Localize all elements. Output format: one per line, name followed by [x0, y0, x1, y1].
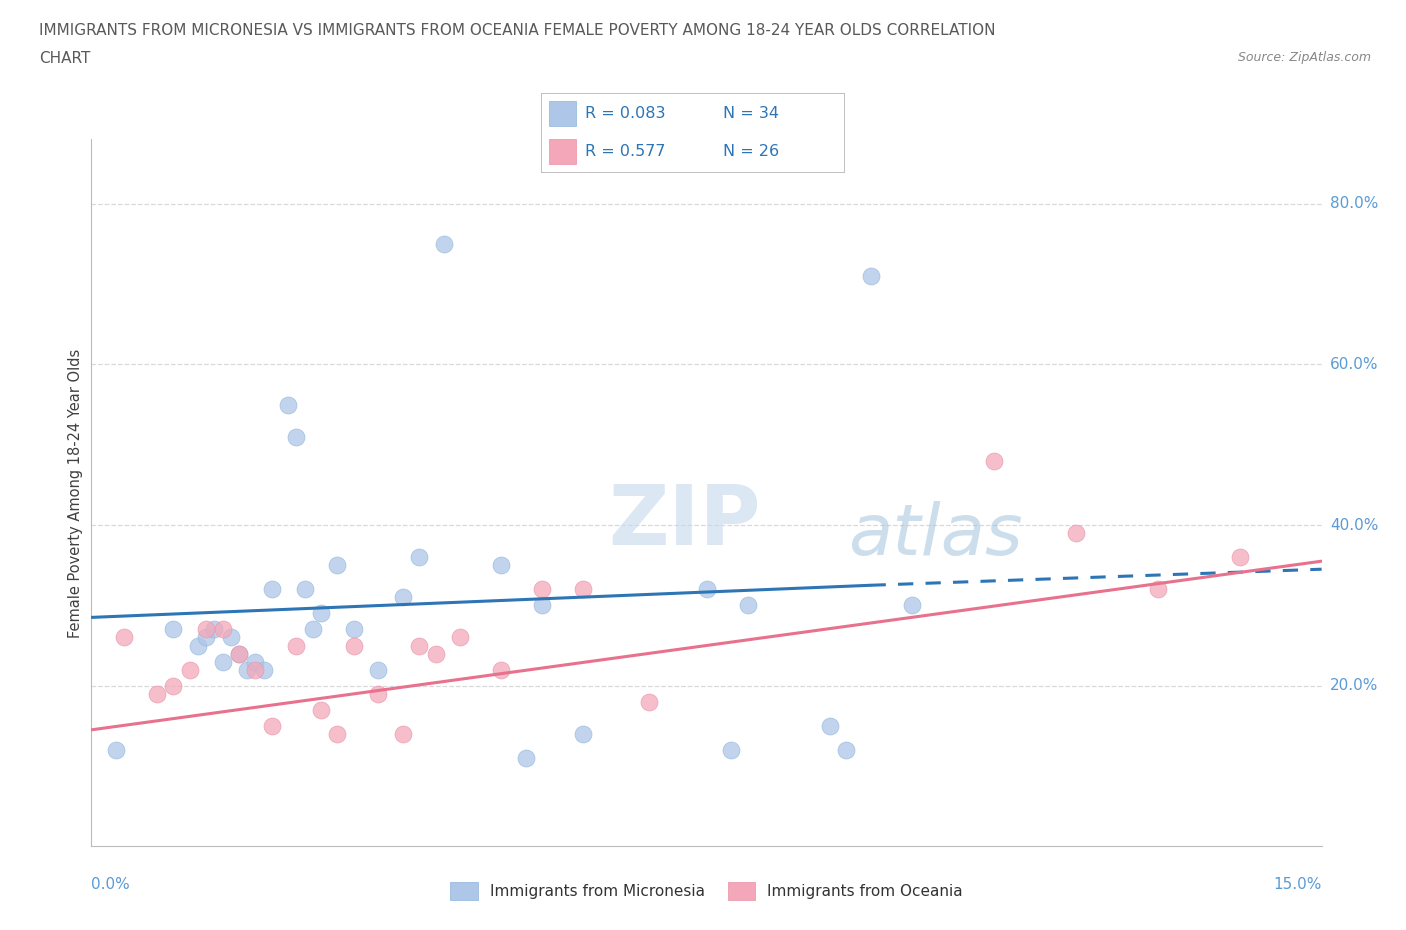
Point	[179, 662, 201, 677]
Point	[695, 582, 717, 597]
Point	[309, 702, 332, 717]
Point	[187, 638, 209, 653]
Point	[253, 662, 276, 677]
Point	[294, 582, 316, 597]
Point	[343, 622, 366, 637]
Y-axis label: Female Poverty Among 18-24 Year Olds: Female Poverty Among 18-24 Year Olds	[67, 348, 83, 638]
Text: R = 0.083: R = 0.083	[585, 106, 665, 121]
Point	[1229, 550, 1251, 565]
Point	[408, 638, 430, 653]
Point	[900, 598, 922, 613]
Point	[638, 695, 661, 710]
Text: 15.0%: 15.0%	[1274, 877, 1322, 892]
Point	[260, 582, 283, 597]
Point	[260, 718, 283, 733]
Point	[326, 726, 349, 741]
Point	[211, 622, 233, 637]
Point	[367, 686, 389, 701]
Point	[236, 662, 259, 677]
Bar	[548, 101, 576, 126]
Point	[285, 638, 308, 653]
Point	[572, 726, 595, 741]
Point	[491, 558, 513, 573]
Point	[228, 646, 250, 661]
Point	[301, 622, 323, 637]
Point	[146, 686, 169, 701]
Point	[195, 630, 218, 644]
Point	[859, 269, 882, 284]
Point	[211, 654, 233, 669]
Point	[112, 630, 135, 644]
Point	[202, 622, 225, 637]
Text: CHART: CHART	[39, 51, 91, 66]
Point	[392, 590, 415, 604]
Point	[285, 430, 308, 445]
Point	[219, 630, 242, 644]
Point	[531, 598, 554, 613]
Text: 60.0%: 60.0%	[1330, 357, 1378, 372]
Point	[531, 582, 554, 597]
Point	[367, 662, 389, 677]
Point	[983, 453, 1005, 468]
Point	[515, 751, 537, 765]
Point	[720, 742, 742, 757]
Point	[1146, 582, 1168, 597]
Point	[491, 662, 513, 677]
Point	[1064, 525, 1087, 540]
Point	[425, 646, 447, 661]
Point	[835, 742, 858, 757]
Point	[309, 606, 332, 621]
Text: 20.0%: 20.0%	[1330, 678, 1378, 693]
Legend: Immigrants from Micronesia, Immigrants from Oceania: Immigrants from Micronesia, Immigrants f…	[444, 876, 969, 906]
Text: atlas: atlas	[848, 501, 1022, 570]
Point	[449, 630, 471, 644]
Point	[277, 397, 299, 412]
Text: 0.0%: 0.0%	[91, 877, 131, 892]
Point	[433, 236, 456, 251]
Point	[408, 550, 430, 565]
Text: Source: ZipAtlas.com: Source: ZipAtlas.com	[1237, 51, 1371, 64]
Point	[392, 726, 415, 741]
Point	[228, 646, 250, 661]
Point	[326, 558, 349, 573]
Point	[245, 662, 267, 677]
Text: 80.0%: 80.0%	[1330, 196, 1378, 211]
Point	[105, 742, 127, 757]
Text: IMMIGRANTS FROM MICRONESIA VS IMMIGRANTS FROM OCEANIA FEMALE POVERTY AMONG 18-24: IMMIGRANTS FROM MICRONESIA VS IMMIGRANTS…	[39, 23, 995, 38]
Text: N = 34: N = 34	[723, 106, 779, 121]
Point	[195, 622, 218, 637]
Point	[737, 598, 759, 613]
Text: 40.0%: 40.0%	[1330, 517, 1378, 533]
Point	[245, 654, 267, 669]
Point	[572, 582, 595, 597]
Point	[162, 622, 184, 637]
Point	[818, 718, 841, 733]
Text: ZIP: ZIP	[607, 481, 761, 562]
Point	[162, 678, 184, 693]
Bar	[548, 139, 576, 165]
Text: R = 0.577: R = 0.577	[585, 144, 665, 159]
Point	[343, 638, 366, 653]
Text: N = 26: N = 26	[723, 144, 779, 159]
